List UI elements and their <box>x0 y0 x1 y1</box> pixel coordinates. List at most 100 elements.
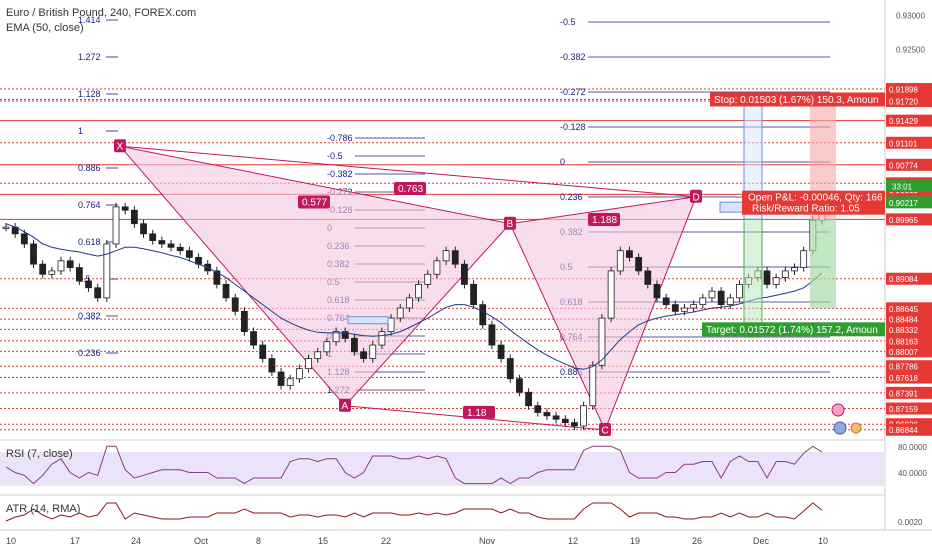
fib-left-label: 1.128 <box>78 89 101 99</box>
calendar-event-icon[interactable] <box>833 421 847 435</box>
candle[interactable] <box>607 270 615 319</box>
candle[interactable] <box>250 331 257 346</box>
candle[interactable] <box>662 297 670 306</box>
event-flag-icon[interactable] <box>831 403 845 417</box>
candle[interactable] <box>781 270 789 279</box>
candle[interactable] <box>94 287 102 299</box>
candle[interactable] <box>240 310 248 332</box>
candle[interactable] <box>534 405 542 413</box>
candle[interactable] <box>433 260 441 275</box>
candle[interactable] <box>103 243 111 299</box>
pattern-point-c-bg[interactable] <box>599 423 611 436</box>
candle[interactable] <box>277 371 285 386</box>
candle[interactable] <box>75 267 83 282</box>
candle[interactable] <box>332 331 340 343</box>
candle[interactable] <box>213 270 221 285</box>
candle[interactable] <box>506 358 514 380</box>
fib-right-label: -0.382 <box>560 52 586 62</box>
candle[interactable] <box>176 246 184 252</box>
time-tick-label: 24 <box>131 536 141 546</box>
candle[interactable] <box>158 240 166 245</box>
candle[interactable] <box>571 422 578 427</box>
fib-left-label: 0.382 <box>78 311 101 321</box>
candle[interactable] <box>286 378 294 386</box>
candle[interactable] <box>259 344 267 359</box>
candle[interactable] <box>552 415 560 420</box>
candle[interactable] <box>121 206 129 211</box>
candle[interactable] <box>699 297 707 306</box>
candle[interactable] <box>231 297 239 312</box>
candle[interactable] <box>708 290 716 299</box>
candle[interactable] <box>717 290 725 306</box>
candle[interactable] <box>690 304 698 309</box>
candle[interactable] <box>387 317 395 332</box>
candle[interactable] <box>396 307 404 319</box>
candle[interactable] <box>378 331 386 346</box>
pattern-point-x-bg[interactable] <box>114 139 126 153</box>
candle[interactable] <box>424 273 432 285</box>
candle[interactable] <box>66 260 74 268</box>
pattern-xab <box>118 145 511 407</box>
candle[interactable] <box>497 344 505 359</box>
candle[interactable] <box>580 405 588 427</box>
candle[interactable] <box>406 297 413 309</box>
candle[interactable] <box>48 270 56 275</box>
candle[interactable] <box>30 243 37 265</box>
candle[interactable] <box>295 368 303 380</box>
candle[interactable] <box>763 270 771 285</box>
candle[interactable] <box>185 250 193 258</box>
candle[interactable] <box>589 364 597 407</box>
candle[interactable] <box>543 412 551 417</box>
candle[interactable] <box>470 283 477 306</box>
candle[interactable] <box>314 351 322 359</box>
candle[interactable] <box>39 263 47 275</box>
candle[interactable] <box>85 280 92 289</box>
candle[interactable] <box>791 267 798 272</box>
note-handle[interactable] <box>347 316 389 325</box>
candle[interactable] <box>341 331 349 339</box>
candle[interactable] <box>800 250 808 268</box>
pattern-ratio-bg <box>588 213 620 227</box>
candle[interactable] <box>149 233 157 241</box>
candle[interactable] <box>772 277 780 285</box>
candle[interactable] <box>2 226 10 229</box>
candle[interactable] <box>516 378 523 393</box>
candle[interactable] <box>451 250 459 265</box>
candle[interactable] <box>479 304 487 326</box>
candle[interactable] <box>112 206 120 245</box>
price-tick-label: 0.91101 <box>889 139 918 148</box>
candle[interactable] <box>598 317 606 366</box>
candle[interactable] <box>561 418 569 423</box>
candle[interactable] <box>167 243 175 248</box>
candle[interactable] <box>222 283 230 299</box>
candle[interactable] <box>681 307 688 312</box>
pattern-point-a-bg[interactable] <box>339 398 351 412</box>
candle[interactable] <box>415 283 422 299</box>
candle[interactable] <box>461 263 468 285</box>
candle[interactable] <box>140 223 147 235</box>
candle[interactable] <box>57 260 65 272</box>
candle[interactable] <box>323 341 331 353</box>
candle[interactable] <box>626 250 633 258</box>
candle[interactable] <box>488 324 496 346</box>
dividend-icon[interactable] <box>850 422 862 434</box>
candle[interactable] <box>525 391 533 407</box>
candle[interactable] <box>20 233 28 245</box>
candle[interactable] <box>369 344 377 359</box>
pattern-point-b-bg[interactable] <box>504 216 516 230</box>
candle[interactable] <box>305 358 312 370</box>
candle[interactable] <box>616 250 624 272</box>
candle[interactable] <box>671 304 679 312</box>
candle[interactable] <box>644 270 652 285</box>
pattern-point-d-bg[interactable] <box>690 189 702 203</box>
candle[interactable] <box>736 283 743 299</box>
candle[interactable] <box>442 250 450 262</box>
candle[interactable] <box>268 358 276 373</box>
candle[interactable] <box>635 257 643 272</box>
candle[interactable] <box>351 337 358 353</box>
candle[interactable] <box>653 283 661 299</box>
candle[interactable] <box>130 209 138 225</box>
candle[interactable] <box>726 297 734 306</box>
candle[interactable] <box>360 351 367 359</box>
